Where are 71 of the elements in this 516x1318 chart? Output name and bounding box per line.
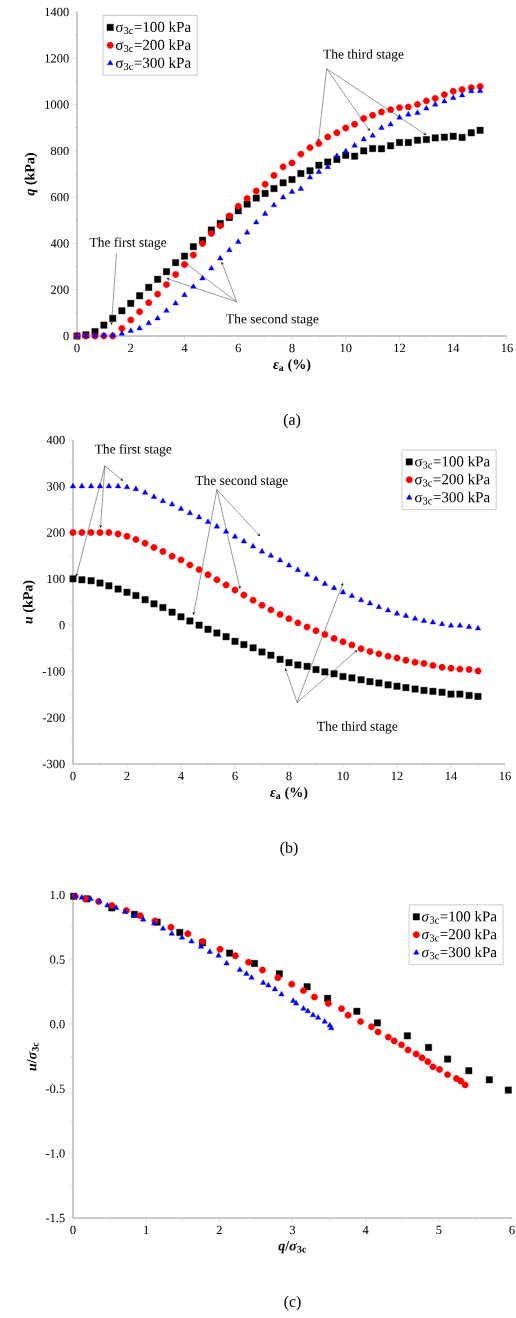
legend-label: σ$_{3c}$=300 kPa [421, 946, 497, 960]
x-tick-label: 0 [70, 1225, 76, 1235]
text: (c) [284, 1295, 301, 1311]
legend-label: σ$_{3c}$=200 kPa [415, 473, 490, 487]
y-axis-title: q (kPa) [24, 153, 38, 196]
x-tick-label: 16 [501, 343, 513, 353]
y-tick-label: 0.5 [50, 955, 65, 964]
x-tick-label: 6 [232, 771, 238, 781]
x-tick-label: 0 [74, 343, 80, 353]
y-tick-label: 400 [50, 239, 69, 248]
x-tick-label: 0 [70, 771, 76, 781]
annotation: The third stage [317, 721, 398, 734]
y-tick-label: -200 [42, 713, 65, 722]
y-tick-label: -1.0 [45, 1149, 65, 1158]
y-tick-label: 100 [47, 574, 65, 584]
y-tick-label: 0 [59, 620, 65, 630]
y-tick-label: 1200 [45, 54, 69, 63]
legend-label: σ$_{3c}$=200 kPa [115, 39, 191, 53]
x-tick-label: 2 [124, 771, 130, 781]
x-tick-label: 1 [144, 1225, 149, 1235]
legend-label: σ$_{3c}$=200 kPa [421, 928, 497, 942]
annotation: The second stage [226, 313, 319, 327]
x-tick-label: 16 [499, 771, 511, 781]
x-tick-label: 4 [178, 771, 184, 781]
x-tick-label: 14 [445, 771, 458, 781]
y-tick-label: -0.5 [45, 1084, 65, 1094]
x-tick-label: 6 [509, 1225, 515, 1235]
text: (a) [283, 413, 301, 429]
annotation: The first stage [89, 237, 167, 250]
y-tick-label: 800 [50, 146, 69, 156]
text: (b) [280, 841, 298, 857]
y-tick-label: 0.0 [50, 1019, 65, 1029]
y-tick-label: 200 [47, 528, 65, 537]
y-tick-label: 600 [50, 192, 69, 202]
x-tick-label: 10 [337, 771, 349, 781]
x-tick-label: 8 [286, 771, 292, 781]
legend-label: σ$_{3c}$=100 kPa [415, 455, 490, 469]
x-axis-title: ε$_{a}$ (%) [270, 787, 308, 800]
x-axis-title: ε$_{a}$ (%) [273, 359, 311, 372]
x-tick-label: 10 [340, 343, 352, 353]
y-tick-label: 1400 [45, 7, 69, 17]
y-tick-label: -1.5 [45, 1213, 65, 1223]
annotation: The third stage [323, 49, 404, 62]
legend-label: σ$_{3c}$=300 kPa [115, 57, 191, 70]
legend-label: σ$_{3c}$=100 kPa [421, 910, 497, 924]
x-tick-label: 4 [181, 343, 188, 353]
x-axis-title: q/σ$_{3c}$ [278, 1241, 307, 1254]
y-tick-label: 200 [51, 285, 69, 294]
y-tick-label: 300 [47, 482, 65, 491]
x-tick-label: 3 [289, 1225, 296, 1235]
y-tick-label: 400 [46, 435, 65, 445]
x-tick-label: 4 [362, 1225, 369, 1235]
y-tick-label: -100 [42, 667, 65, 676]
y-axis-title: u (kPa) [22, 580, 36, 624]
x-tick-label: 14 [448, 343, 460, 353]
x-tick-label: 2 [128, 343, 134, 353]
x-tick-label: 6 [235, 343, 241, 353]
x-tick-label: 12 [391, 771, 403, 781]
legend-label: σ$_{3c}$=300 kPa [415, 491, 490, 505]
y-tick-label: 0 [63, 331, 69, 341]
y-axis-title: u/σ$_{3c}$ [27, 1042, 39, 1071]
x-tick-label: 8 [289, 343, 295, 353]
annotation: The first stage [94, 443, 172, 457]
x-tick-label: 2 [216, 1225, 222, 1235]
y-tick-label: -300 [42, 759, 65, 769]
y-tick-label: 1000 [45, 100, 69, 109]
annotation: The second stage [195, 475, 288, 488]
legend-label: σ$_{3c}$=100 kPa [115, 21, 191, 35]
x-tick-label: 12 [394, 343, 406, 353]
x-tick-label: 5 [436, 1225, 442, 1235]
y-tick-label: 1.0 [50, 890, 65, 900]
